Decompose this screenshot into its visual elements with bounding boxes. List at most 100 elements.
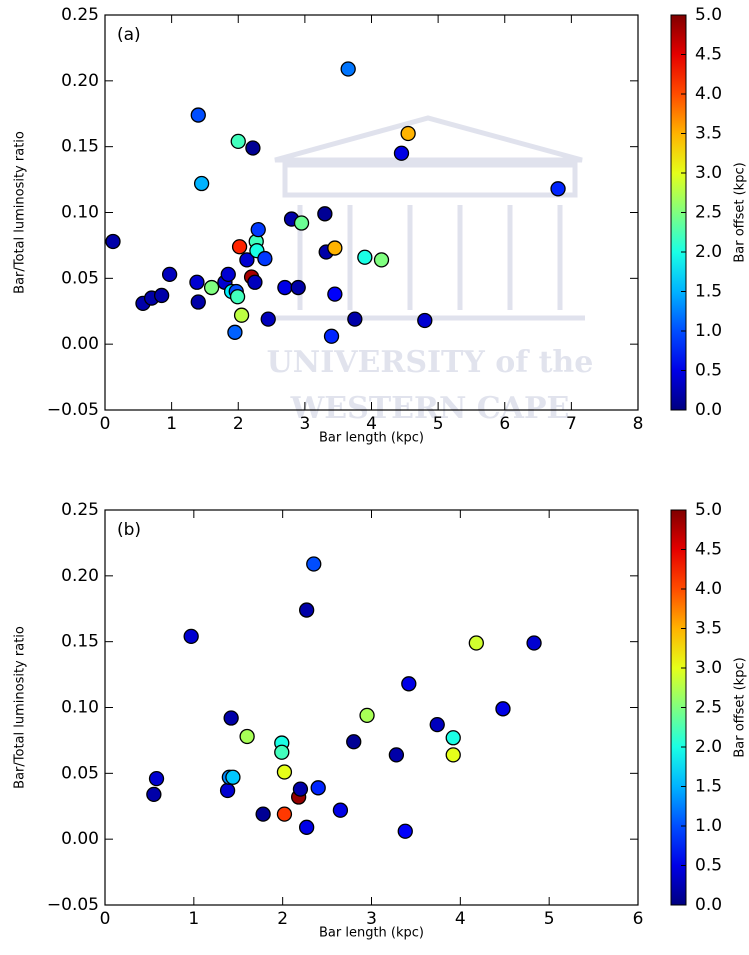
point — [526, 635, 542, 651]
plot-frame — [104, 509, 639, 906]
colorbar-tick-label: 2.5 — [695, 698, 722, 718]
colorbar-tick-label: 4.5 — [695, 540, 722, 560]
colorbar-tick-label: 0.5 — [695, 361, 722, 381]
y-tick-label: −0.05 — [47, 400, 99, 420]
colorbar-tick-label: 4.5 — [695, 45, 722, 65]
x-tick-label: 2 — [277, 909, 288, 929]
x-tick-label: 8 — [633, 414, 644, 434]
point — [148, 770, 165, 787]
y-tick-label: 0.25 — [61, 500, 99, 520]
x-tick-label: 6 — [633, 909, 644, 929]
y-tick-label: 0.15 — [61, 137, 99, 157]
point — [299, 602, 315, 618]
y-tick-label: 0.00 — [61, 829, 99, 849]
y-tick-label: 0.20 — [61, 566, 99, 586]
watermark: UNIVERSITY of the — [267, 345, 594, 380]
x-tick-label: 1 — [188, 909, 199, 929]
y-tick-label: 0.10 — [61, 203, 99, 223]
y-axis-label: Bar/Total luminosity ratio — [13, 626, 28, 789]
point — [400, 125, 416, 142]
colorbar-tick-label: 5.0 — [695, 5, 722, 25]
x-tick-label: 5 — [433, 414, 444, 434]
point — [220, 266, 236, 283]
point — [239, 252, 255, 268]
point — [317, 206, 333, 222]
colorbar-tick-label: 3.0 — [695, 658, 722, 678]
colorbar-tick-label: 1.5 — [695, 282, 722, 302]
point — [239, 728, 255, 745]
point — [292, 781, 309, 797]
colorbar-tick-label: 2.5 — [695, 203, 722, 223]
point — [327, 286, 343, 302]
point — [550, 181, 566, 197]
point — [190, 294, 206, 310]
point — [323, 328, 340, 344]
watermark: WESTERN CAPE — [290, 391, 570, 426]
y-tick-label: 0.05 — [61, 763, 99, 783]
point — [417, 312, 433, 329]
point — [223, 710, 239, 726]
point — [274, 744, 290, 760]
point — [332, 802, 349, 818]
point — [276, 764, 293, 780]
point — [227, 324, 243, 340]
y-tick-label: 0.10 — [61, 698, 99, 718]
point — [190, 107, 206, 123]
point — [429, 716, 445, 733]
y-tick-label: 0.25 — [61, 5, 99, 25]
point — [277, 279, 293, 296]
colorbar-label: Bar offset (kpc) — [733, 162, 748, 262]
y-axis-label: Bar/Total luminosity ratio — [13, 131, 28, 294]
colorbar-tick-label: 0.0 — [695, 400, 722, 420]
x-tick-label: 7 — [566, 414, 577, 434]
colorbar-tick-label: 1.0 — [695, 816, 722, 836]
colorbar-tick-label: 0.0 — [695, 895, 722, 915]
point — [231, 239, 248, 255]
x-tick-label: 1 — [166, 414, 177, 434]
point — [193, 175, 210, 192]
x-tick-label: 2 — [233, 414, 244, 434]
point — [225, 769, 241, 785]
point — [257, 250, 273, 267]
colorbar-tick-label: 2.0 — [695, 242, 722, 262]
x-tick-label: 4 — [455, 909, 466, 929]
point — [203, 279, 220, 296]
x-tick-label: 3 — [299, 414, 310, 434]
point — [306, 556, 322, 572]
point — [393, 145, 410, 161]
colorbar-tick-label: 0.5 — [695, 856, 722, 876]
point — [401, 676, 417, 692]
colorbar-tick-label: 3.5 — [695, 619, 722, 639]
point — [357, 249, 373, 265]
y-tick-label: 0.00 — [61, 334, 99, 354]
point — [359, 707, 375, 724]
panel-label: (a) — [117, 25, 141, 45]
point — [468, 635, 484, 651]
colorbar-label: Bar offset (kpc) — [733, 657, 748, 757]
point — [293, 215, 310, 231]
x-tick-label: 6 — [499, 414, 510, 434]
x-tick-label: 0 — [100, 909, 111, 929]
point — [255, 806, 271, 822]
point — [327, 240, 343, 256]
x-tick-label: 0 — [100, 414, 111, 434]
point — [247, 274, 263, 290]
point — [397, 823, 413, 839]
colorbar-tick-label: 1.5 — [695, 777, 722, 797]
colorbar-tick-label: 2.0 — [695, 737, 722, 757]
panel-label: (b) — [117, 520, 141, 540]
x-tick-label: 3 — [366, 909, 377, 929]
point — [495, 701, 511, 717]
point — [445, 730, 461, 746]
point — [347, 311, 363, 327]
point — [233, 307, 250, 323]
point — [229, 289, 246, 305]
x-tick-label: 4 — [366, 414, 377, 434]
point — [310, 780, 326, 796]
point — [153, 287, 170, 304]
x-axis-label: Bar length (kpc) — [319, 926, 424, 941]
y-tick-label: 0.20 — [61, 71, 99, 91]
y-tick-label: 0.05 — [61, 268, 99, 288]
point — [250, 221, 266, 238]
colorbar-tick-label: 3.5 — [695, 124, 722, 144]
